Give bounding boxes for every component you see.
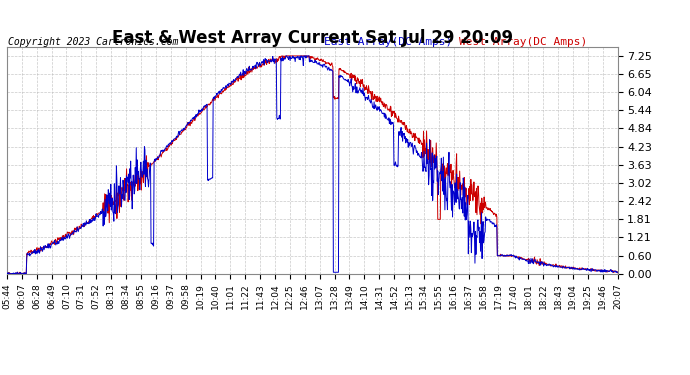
Text: East Array(DC Amps): East Array(DC Amps) (324, 37, 453, 46)
Title: East & West Array Current Sat Jul 29 20:09: East & West Array Current Sat Jul 29 20:… (112, 29, 513, 47)
Text: West Array(DC Amps): West Array(DC Amps) (459, 37, 587, 46)
Text: Copyright 2023 Cartronics.com: Copyright 2023 Cartronics.com (8, 37, 178, 46)
